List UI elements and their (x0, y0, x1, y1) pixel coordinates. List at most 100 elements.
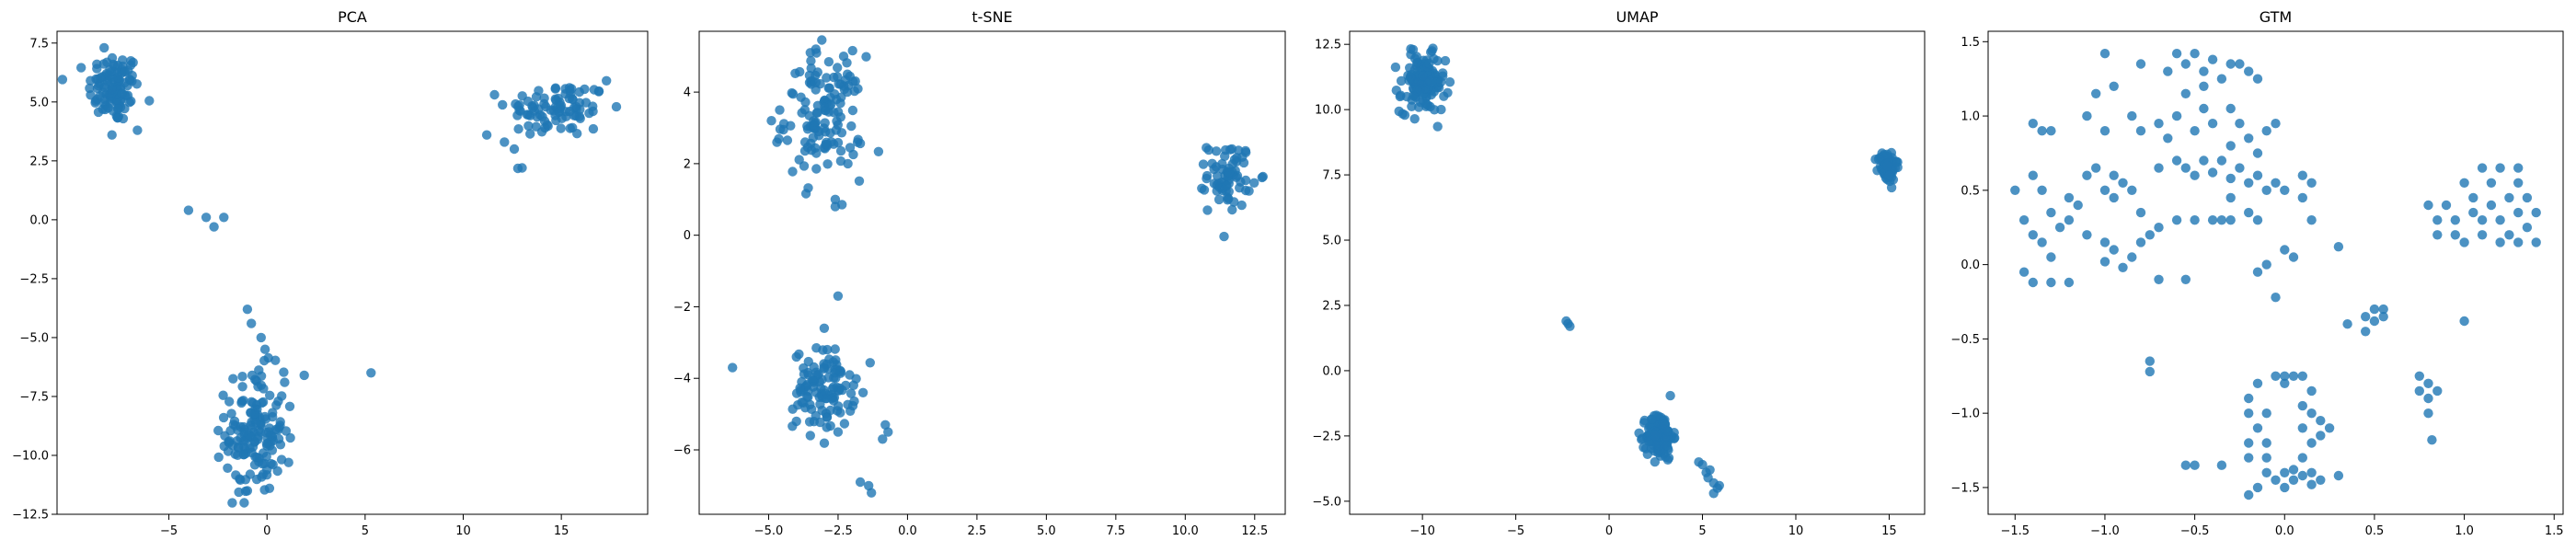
scatter-point (1429, 105, 1440, 115)
scatter-point (815, 399, 825, 409)
scatter-point (556, 123, 566, 133)
scatter-point (808, 382, 819, 392)
subplot-title: PCA (338, 8, 367, 26)
scatter-point (857, 387, 868, 397)
scatter-point (2513, 207, 2524, 218)
scatter-point (2280, 378, 2290, 388)
scatter-point (2163, 133, 2173, 144)
scatter-point (1662, 441, 1673, 451)
scatter-point (1882, 161, 1892, 171)
scatter-point (2225, 173, 2236, 184)
scatter-point (2504, 192, 2514, 203)
x-tick-label: −5 (1507, 524, 1524, 538)
scatter-point (2171, 49, 2182, 59)
scatter-point (883, 427, 893, 437)
scatter-point (1565, 321, 1575, 331)
scatter-point (2091, 88, 2101, 99)
y-tick-label: 12.5 (1315, 39, 1341, 52)
scatter-point (2190, 49, 2200, 59)
scatter-point (835, 155, 846, 167)
scatter-point (2513, 178, 2524, 188)
scatter-point (2432, 215, 2443, 225)
subplot-title: UMAP (1616, 8, 1658, 26)
scatter-point (838, 52, 849, 62)
scatter-point (272, 466, 282, 477)
scatter-point (865, 358, 875, 368)
scatter-point (76, 63, 86, 73)
scatter-point (817, 35, 827, 45)
scatter-point (239, 498, 249, 508)
scatter-point (2190, 170, 2200, 180)
scatter-point (1409, 114, 1420, 124)
scatter-point (1207, 158, 1217, 168)
scatter-point (2261, 126, 2271, 136)
y-tick-label: −12.5 (12, 509, 49, 523)
scatter-point (2190, 126, 2200, 136)
y-tick-label: −2.5 (1312, 430, 1341, 443)
scatter-point (2109, 192, 2119, 203)
scatter-point (806, 404, 817, 414)
scatter-point (132, 125, 143, 135)
scatter-point (1197, 183, 1207, 193)
scatter-point (1414, 102, 1424, 112)
scatter-point (2504, 230, 2514, 240)
scatter-point (523, 121, 534, 131)
y-tick-label: 10.0 (1315, 104, 1341, 118)
scatter-point (2216, 155, 2227, 166)
x-tick-label: −1.0 (2090, 524, 2120, 538)
scatter-point (2154, 223, 2164, 233)
scatter-point (847, 45, 857, 56)
scatter-point (1396, 75, 1407, 86)
scatter-point (2127, 252, 2137, 262)
scatter-point (2064, 215, 2075, 225)
x-tick-label: −10 (1409, 524, 1434, 538)
scatter-point (1424, 58, 1434, 69)
scatter-point (2252, 170, 2263, 180)
scatter-point (1404, 75, 1414, 86)
scatter-point (1198, 159, 1209, 169)
y-tick-label: −1.5 (1950, 481, 1980, 495)
scatter-point (1203, 144, 1214, 155)
scatter-point (797, 108, 807, 118)
scatter-point (1399, 109, 1410, 121)
axes-frame (1349, 30, 1926, 515)
scatter-point (2468, 207, 2478, 218)
y-tick-label: −5.0 (1312, 495, 1341, 509)
scatter-point (1257, 172, 1268, 183)
scatter-point (2414, 385, 2424, 397)
scatter-point (2271, 178, 2281, 188)
y-tick-label: 0.5 (1961, 184, 1980, 198)
y-tick-label: −2.5 (19, 272, 49, 286)
y-tick-label: 4 (684, 86, 691, 100)
y-tick-label: −0.5 (1950, 333, 1980, 347)
scatter-point (259, 448, 269, 458)
scatter-point (2369, 304, 2380, 315)
scatter-point (236, 397, 247, 407)
scatter-point (2459, 178, 2469, 188)
scatter-point (258, 397, 269, 408)
scatter-points (1390, 43, 1903, 499)
scatter-point (247, 447, 257, 458)
scatter-point (531, 121, 541, 132)
x-tick-label: 0.5 (2365, 524, 2385, 538)
scatter-point (2207, 167, 2218, 178)
subplot-1: t-SNE −5.0 −2.5 0.0 2.5 5.0 7.5 10.0 12.5 −6 −4 −2 0… (673, 8, 1286, 538)
scatter-point (366, 368, 376, 378)
scatter-point (2459, 316, 2469, 327)
scatter-point (489, 89, 500, 100)
scatter-point (2244, 133, 2254, 144)
scatter-point (602, 75, 612, 86)
scatter-point (2046, 277, 2056, 288)
scatter-point (1424, 75, 1435, 86)
scatter-point (788, 167, 798, 177)
scatter-point (833, 291, 844, 301)
scatter-point (2180, 460, 2191, 470)
scatter-point (2297, 470, 2307, 481)
scatter-point (2244, 207, 2254, 218)
scatter-point (2316, 416, 2326, 426)
scatter-point (2297, 423, 2307, 433)
scatter-point (819, 438, 830, 448)
scatter-point (799, 369, 810, 379)
scatter-point (2180, 163, 2191, 173)
scatter-point (822, 422, 832, 432)
